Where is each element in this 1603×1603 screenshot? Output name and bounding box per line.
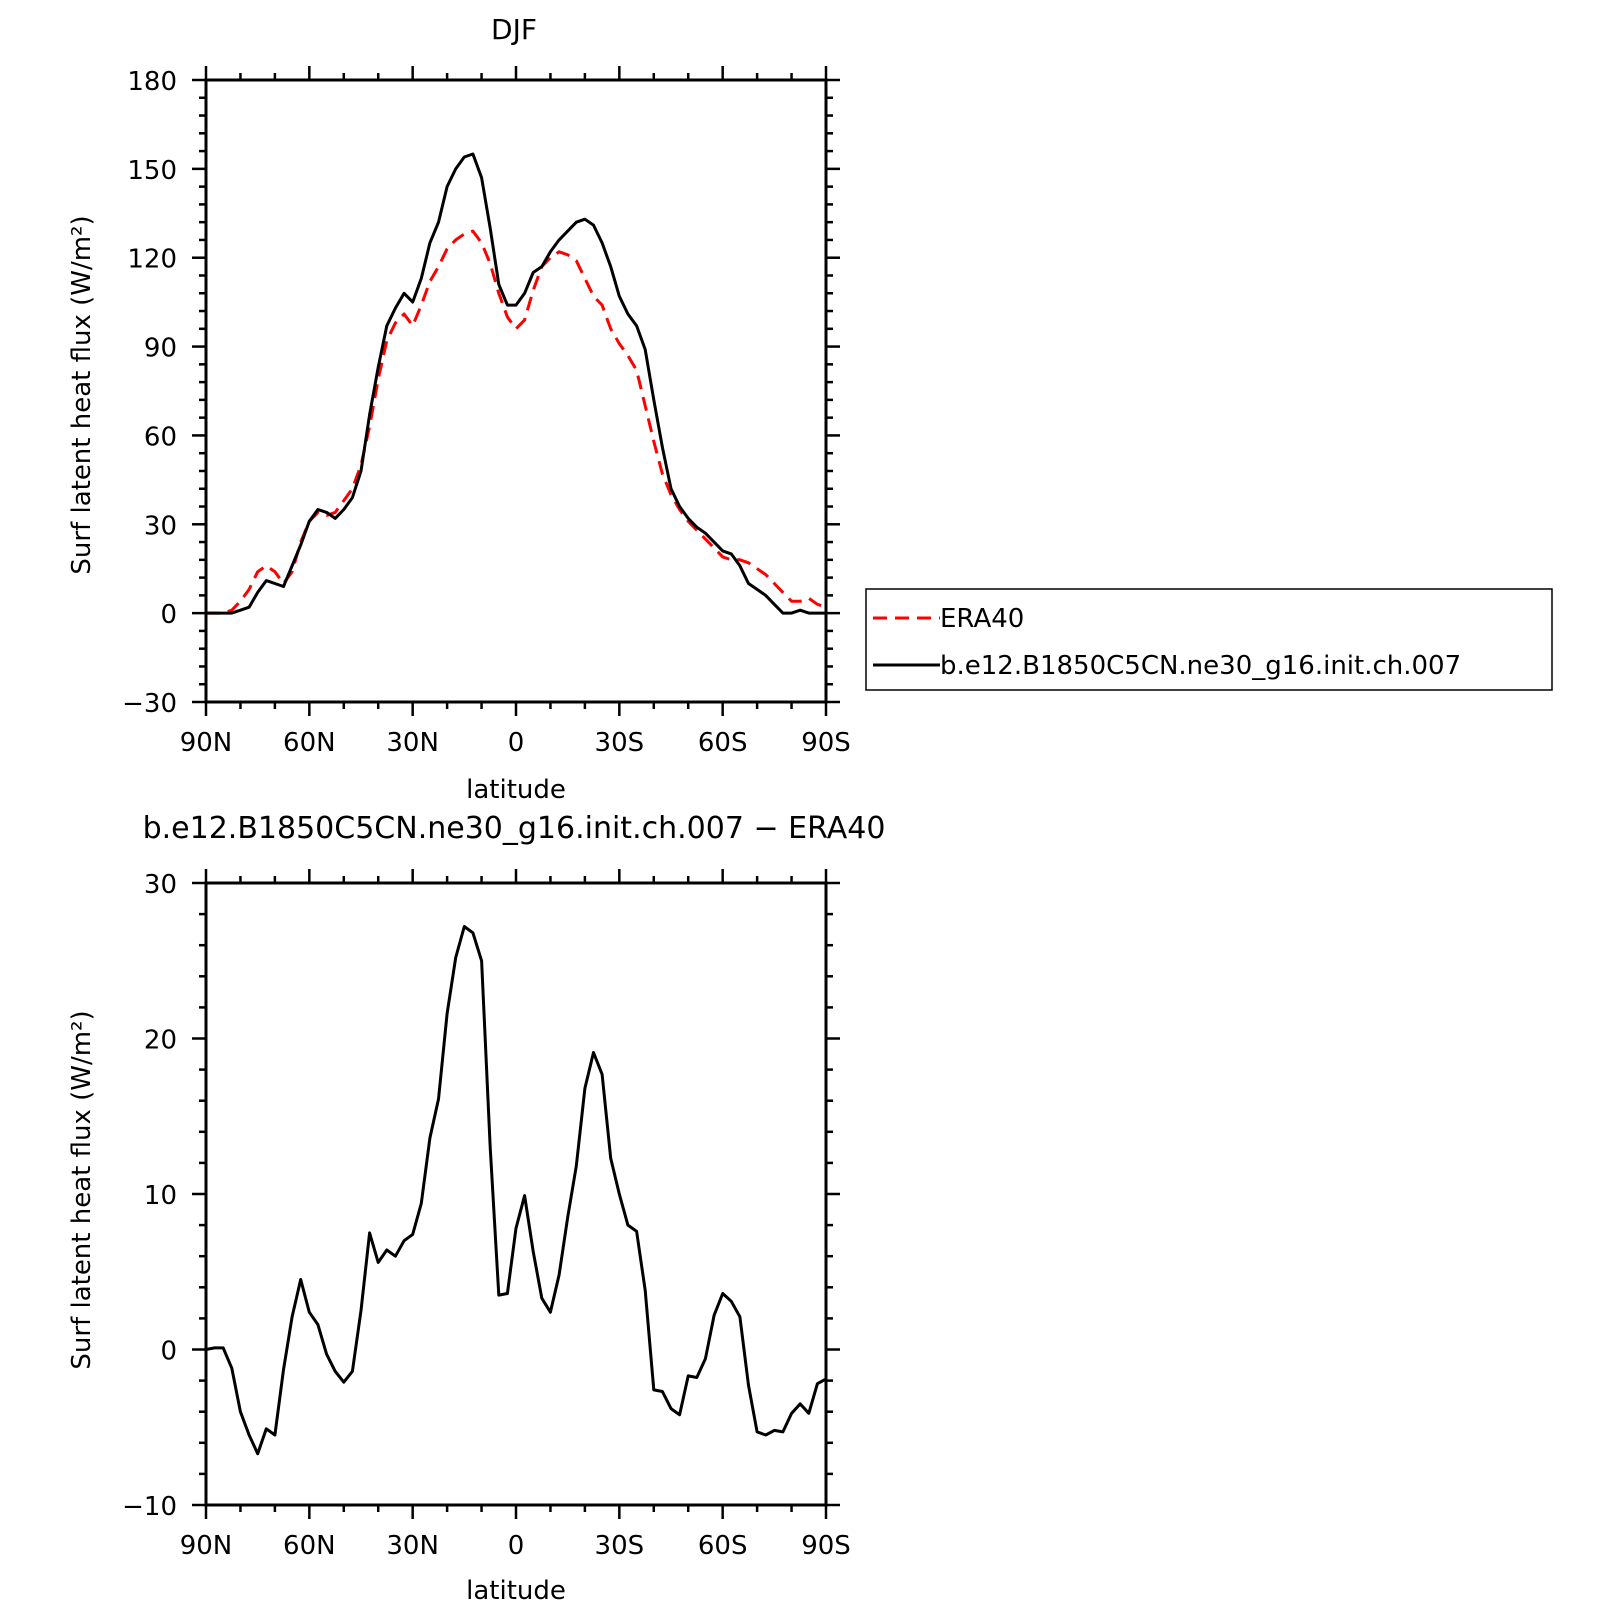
top-x-tick-label: 60S <box>698 728 748 758</box>
bottom-y-tick-label: 30 <box>144 870 177 900</box>
bottom-y-tick-label: 0 <box>160 1337 177 1367</box>
top-x-tick-label: 30S <box>595 728 645 758</box>
bottom-x-tick-label: 60N <box>283 1531 336 1561</box>
bottom-panel: b.e12.B1850C5CN.ne30_g16.init.ch.007 − E… <box>67 811 885 1603</box>
bottom-series-difference-line <box>205 925 827 1456</box>
top-plot-area <box>206 152 827 615</box>
top-y-tick-label: 150 <box>127 156 177 186</box>
top-panel: DJF 90N 60N 30N 0 30S 60S 90S −30 0 30 60 90 120 150 1… <box>67 13 1553 805</box>
top-x-tick-label: 30N <box>386 728 439 758</box>
top-y-tick-label: 30 <box>144 511 177 541</box>
top-y-tick-label: 90 <box>144 334 177 364</box>
bottom-x-tick-label: 60S <box>698 1531 748 1561</box>
legend-label-model: b.e12.B1850C5CN.ne30_g16.init.ch.007 <box>940 651 1461 681</box>
top-x-tick-label: 0 <box>508 728 525 758</box>
bottom-y-axis-label: Surf latent heat flux (W/m²) <box>67 1010 97 1369</box>
legend: ERA40 b.e12.B1850C5CN.ne30_g16.init.ch.0… <box>865 588 1553 691</box>
bottom-x-tick-label: 30S <box>595 1531 645 1561</box>
top-x-tick-label: 90N <box>180 728 233 758</box>
legend-label-era40: ERA40 <box>940 604 1024 634</box>
bottom-y-tick-label: 10 <box>144 1181 177 1211</box>
bottom-title: b.e12.B1850C5CN.ne30_g16.init.ch.007 − E… <box>143 811 886 846</box>
top-x-tick-label: 90S <box>801 728 851 758</box>
bottom-x-tick-label: 0 <box>508 1531 525 1561</box>
top-x-tick-label: 60N <box>283 728 336 758</box>
bottom-x-tick-label: 90S <box>801 1531 851 1561</box>
top-series-model-line <box>206 152 826 615</box>
bottom-x-tick-label: 30N <box>386 1531 439 1561</box>
legend-box <box>865 588 1553 691</box>
top-y-tick-label: 60 <box>144 422 177 452</box>
top-axes: 90N 60N 30N 0 30S 60S 90S −30 0 30 60 90 120 150 180 <box>122 66 851 758</box>
bottom-x-axis-label: latitude <box>466 1576 566 1603</box>
top-y-tick-label: 120 <box>127 245 177 275</box>
top-y-tick-label: 180 <box>127 67 177 97</box>
top-plot-frame <box>204 78 828 704</box>
bottom-axes: 90N 60N 30N 0 30S 60S 90S −10 0 10 20 30 <box>122 869 851 1561</box>
bottom-y-tick-label: 20 <box>144 1026 177 1056</box>
top-x-axis-label: latitude <box>466 775 566 805</box>
top-y-tick-label: 0 <box>160 600 177 630</box>
bottom-plot-frame <box>204 881 828 1507</box>
bottom-y-tick-label: −10 <box>122 1492 177 1522</box>
bottom-x-tick-label: 90N <box>180 1531 233 1561</box>
top-y-tick-label: −30 <box>122 689 177 719</box>
top-title: DJF <box>491 13 537 46</box>
top-y-axis-label: Surf latent heat flux (W/m²) <box>67 215 97 574</box>
bottom-plot-area <box>205 925 827 1456</box>
